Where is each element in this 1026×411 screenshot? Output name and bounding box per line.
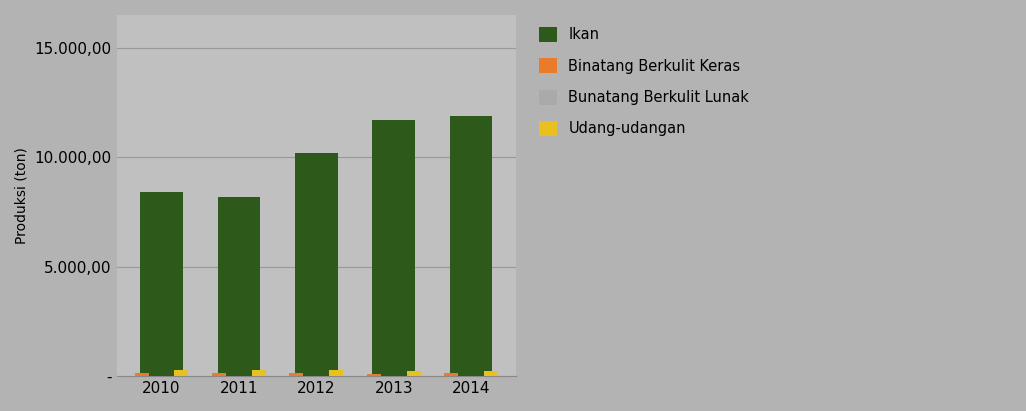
Bar: [484, 371, 498, 376]
Bar: [134, 373, 149, 376]
Bar: [372, 120, 415, 376]
Bar: [251, 370, 266, 376]
Bar: [212, 373, 226, 376]
Legend: Ikan, Binatang Berkulit Keras, Bunatang Berkulit Lunak, Udang-udangan: Ikan, Binatang Berkulit Keras, Bunatang …: [527, 15, 761, 148]
Bar: [141, 192, 183, 376]
Bar: [367, 374, 381, 376]
Bar: [406, 371, 421, 376]
Bar: [218, 197, 261, 376]
Bar: [449, 115, 492, 376]
Bar: [329, 370, 343, 376]
Bar: [289, 373, 304, 376]
Bar: [295, 153, 338, 376]
Y-axis label: Produksi (ton): Produksi (ton): [15, 147, 29, 244]
Bar: [444, 373, 459, 376]
Bar: [174, 370, 189, 376]
